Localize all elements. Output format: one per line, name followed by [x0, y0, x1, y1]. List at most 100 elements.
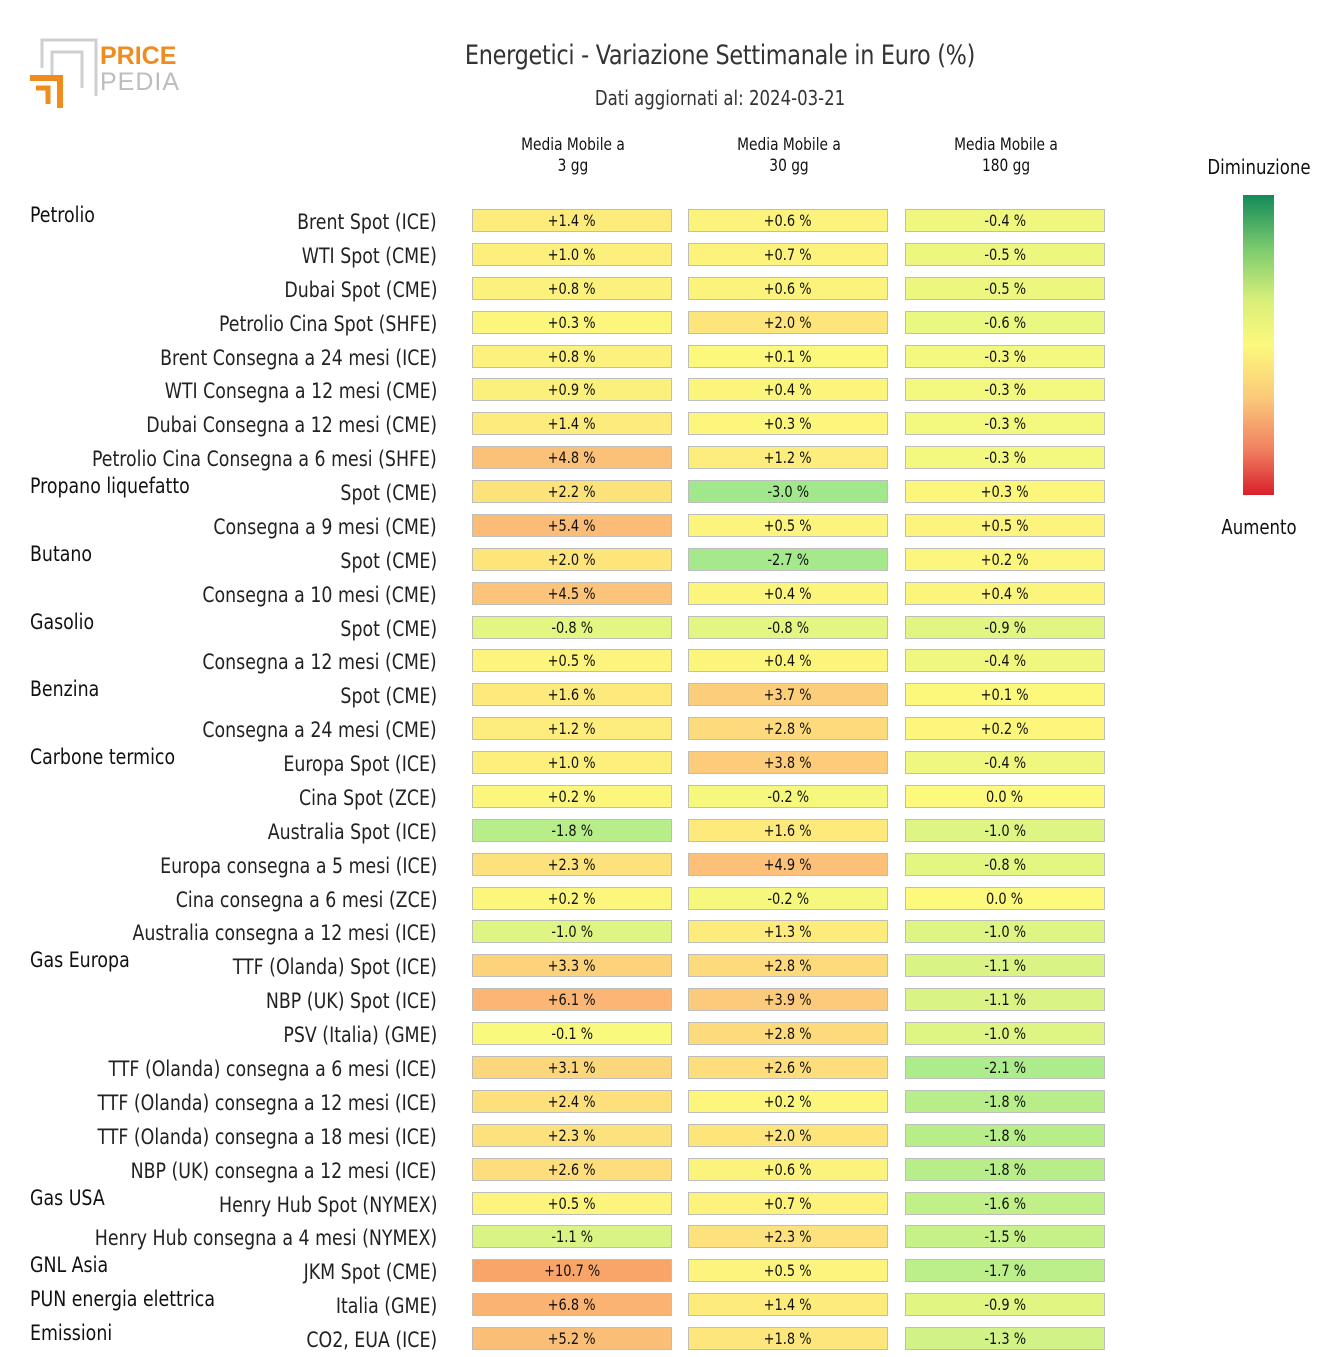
heatmap-cell: -0.9 %	[905, 615, 1105, 639]
heatmap-cell: +3.3 %	[472, 954, 672, 978]
cell-value: +2.4 %	[548, 1091, 596, 1111]
cell-value: +0.4 %	[764, 380, 812, 400]
cell-value: +3.9 %	[764, 990, 812, 1010]
heatmap-cell: +2.8 %	[688, 717, 888, 741]
heatmap-cell: -0.1 %	[472, 1022, 672, 1046]
row-label: Consegna a 24 mesi (CME)	[202, 718, 437, 743]
row-label: PSV (Italia) (GME)	[283, 1023, 437, 1048]
heatmap-cell: -0.5 %	[905, 276, 1105, 300]
cell-value: -1.3 %	[984, 1329, 1026, 1349]
heatmap-cell: +3.1 %	[472, 1056, 672, 1079]
heatmap-cell: -0.8 %	[905, 852, 1105, 876]
heatmap-cell: +6.1 %	[472, 988, 672, 1012]
heatmap-cell: +1.4 %	[472, 209, 672, 232]
cell-value: +0.3 %	[548, 312, 596, 332]
cell-value: -1.7 %	[984, 1261, 1026, 1281]
heatmap-cell: +0.1 %	[905, 683, 1105, 707]
cell-value: -0.8 %	[551, 617, 593, 637]
cell-value: +0.6 %	[764, 278, 812, 298]
heatmap-cell: -2.1 %	[905, 1056, 1105, 1079]
cell-value: -1.8 %	[984, 1125, 1026, 1145]
cell-value: +0.6 %	[764, 211, 812, 230]
cell-value: -0.8 %	[767, 617, 809, 637]
heatmap-cell: -1.6 %	[905, 1191, 1105, 1215]
cell-value: +0.5 %	[548, 1193, 596, 1213]
heatmap-cell: +1.8 %	[688, 1327, 888, 1351]
heatmap-cell: +2.0 %	[688, 1123, 888, 1147]
cell-value: +0.4 %	[764, 651, 812, 671]
heatmap-cell: +0.5 %	[905, 513, 1105, 537]
cell-value: +2.3 %	[764, 1227, 812, 1247]
cell-value: +0.1 %	[764, 346, 812, 366]
cell-value: +0.7 %	[764, 244, 812, 264]
heatmap-cell: +5.4 %	[472, 513, 672, 537]
column-header-3: Media Mobile a 180 gg	[915, 135, 1097, 177]
row-label: Spot (CME)	[340, 616, 437, 641]
heatmap-cell: -1.1 %	[905, 988, 1105, 1012]
heatmap-cell: -3.0 %	[688, 480, 888, 504]
cell-value: +2.6 %	[548, 1159, 596, 1179]
column-header-line: 180 gg	[981, 156, 1031, 176]
cell-value: +1.0 %	[548, 753, 596, 773]
heatmap-cell: -1.1 %	[472, 1225, 672, 1249]
chart-title: Energetici - Variazione Settimanale in E…	[464, 40, 976, 71]
cell-value: -0.3 %	[984, 414, 1026, 434]
cell-value: +2.3 %	[548, 854, 596, 874]
cell-value: 0.0 %	[986, 888, 1024, 908]
heatmap-cell: +1.2 %	[472, 717, 672, 741]
column-header-line: 3 gg	[557, 156, 589, 176]
cell-value: +2.2 %	[548, 482, 596, 502]
cell-value: +0.4 %	[981, 583, 1029, 603]
heatmap-cell: +0.5 %	[688, 513, 888, 537]
cell-value: +1.4 %	[764, 1295, 812, 1315]
heatmap-cell: +0.4 %	[688, 649, 888, 673]
cell-value: +4.5 %	[548, 583, 596, 603]
heatmap-cell: -1.0 %	[905, 920, 1105, 944]
row-label: Consegna a 12 mesi (CME)	[202, 650, 437, 675]
heatmap-cell: -1.8 %	[905, 1157, 1105, 1181]
heatmap-cell: 0.0 %	[905, 784, 1105, 808]
cell-value: +1.2 %	[764, 448, 812, 468]
heatmap-cell: +0.2 %	[472, 886, 672, 910]
cell-value: -0.8 %	[984, 854, 1026, 874]
heatmap-cell: -1.8 %	[472, 818, 672, 842]
row-label: NBP (UK) consegna a 12 mesi (ICE)	[131, 1158, 437, 1183]
heatmap-cell: +0.3 %	[905, 480, 1105, 504]
heatmap-cell: +1.6 %	[472, 683, 672, 707]
cell-value: -0.3 %	[984, 346, 1026, 366]
column-header-line: Media Mobile a	[737, 135, 841, 155]
heatmap-cell: +3.8 %	[688, 751, 888, 775]
group-label: Emissioni	[30, 1321, 113, 1346]
heatmap-cell: -1.3 %	[905, 1327, 1105, 1351]
heatmap-cell: +0.4 %	[688, 581, 888, 605]
row-label: Consegna a 10 mesi (CME)	[202, 582, 437, 607]
cell-value: -0.2 %	[767, 888, 809, 908]
cell-value: -1.0 %	[551, 922, 593, 942]
heatmap-cell: -0.8 %	[688, 615, 888, 639]
heatmap-cell: -0.3 %	[905, 412, 1105, 436]
legend-top-label: Diminuzione	[1207, 155, 1311, 179]
chart-subtitle: Dati aggiornati al: 2024-03-21	[594, 86, 846, 110]
heatmap-cell: +0.7 %	[688, 1191, 888, 1215]
cell-value: -0.6 %	[984, 312, 1026, 332]
cell-value: -2.1 %	[984, 1058, 1026, 1077]
cell-value: +2.8 %	[764, 956, 812, 976]
cell-value: -1.0 %	[984, 820, 1026, 840]
row-label: WTI Spot (CME)	[301, 243, 437, 268]
row-label: JKM Spot (CME)	[303, 1260, 437, 1285]
cell-value: -1.8 %	[984, 1091, 1026, 1111]
row-label: WTI Consegna a 12 mesi (CME)	[164, 379, 437, 404]
group-label: GNL Asia	[30, 1253, 109, 1278]
cell-value: +0.5 %	[548, 651, 596, 671]
heatmap-cell: +0.3 %	[688, 412, 888, 436]
heatmap-cell: +0.2 %	[905, 717, 1105, 741]
heatmap-cell: -0.3 %	[905, 446, 1105, 470]
heatmap-cell: +0.6 %	[688, 209, 888, 232]
heatmap-cell: -1.1 %	[905, 954, 1105, 978]
logo-text-bottom: PEDIA	[100, 68, 180, 96]
heatmap-cell: +0.4 %	[688, 378, 888, 402]
row-label: CO2, EUA (ICE)	[306, 1328, 437, 1353]
row-label: Petrolio Cina Spot (SHFE)	[218, 311, 437, 336]
heatmap-cell: +6.8 %	[472, 1293, 672, 1317]
cell-value: +1.0 %	[548, 244, 596, 264]
